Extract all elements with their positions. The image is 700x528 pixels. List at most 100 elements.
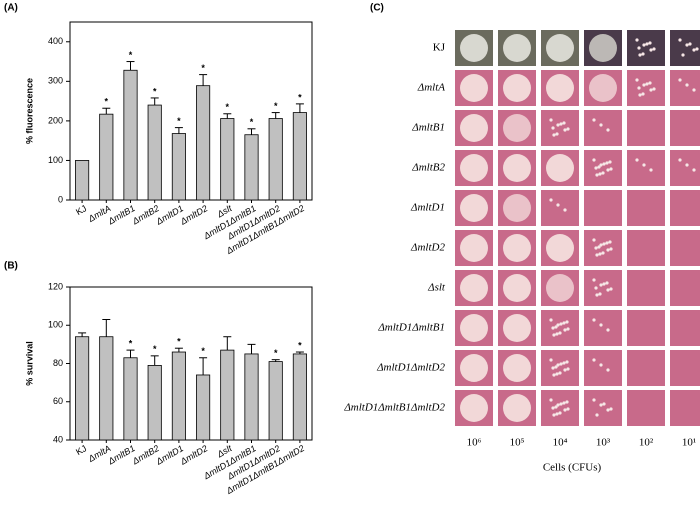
significance-mark: * [153, 344, 157, 354]
colony [556, 203, 560, 207]
colony [565, 320, 569, 324]
colony [635, 158, 639, 162]
bar [123, 357, 138, 441]
panel-label: (B) [4, 261, 18, 272]
colony [599, 403, 603, 407]
plate-tile [541, 310, 579, 346]
colony [563, 128, 567, 132]
plate-tile [584, 270, 622, 306]
colony [678, 38, 682, 42]
colony [563, 368, 567, 372]
error-bar [126, 349, 135, 358]
colony [609, 287, 613, 291]
colony [642, 83, 646, 87]
colony [554, 365, 558, 369]
colony-spot [503, 154, 531, 182]
plate-tile [627, 70, 665, 106]
plate-tile [541, 350, 579, 386]
colony [563, 328, 567, 332]
colony [563, 208, 567, 212]
colony [556, 363, 560, 367]
bar [220, 118, 235, 201]
colony [566, 367, 570, 371]
error-bar [126, 61, 135, 71]
colony [598, 172, 602, 176]
colony [559, 322, 563, 326]
plate-tile [584, 150, 622, 186]
significance-mark: * [201, 63, 205, 73]
x-tick-label: ΔmltD1 [154, 443, 185, 467]
plate-tile [584, 230, 622, 266]
colony-spot [503, 314, 531, 342]
column-label: 10⁶ [467, 437, 482, 449]
y-tick-label: 0 [58, 194, 63, 204]
colony [559, 122, 563, 126]
row-label: KJ [433, 42, 446, 54]
y-tick-label: 40 [53, 434, 63, 444]
colony [606, 288, 610, 292]
colony-spot [460, 34, 488, 62]
plate-tile [670, 310, 700, 346]
bar [75, 160, 90, 201]
colony [552, 413, 556, 417]
colony [551, 326, 555, 330]
column-label: 10¹ [682, 437, 696, 449]
colony [605, 241, 609, 245]
colony [602, 282, 606, 286]
colony [606, 168, 610, 172]
colony [598, 252, 602, 256]
plate-tile [670, 30, 700, 66]
colony [601, 171, 605, 175]
significance-mark: * [105, 97, 109, 107]
colony-spot [546, 234, 574, 262]
colony [652, 47, 656, 51]
row-label: ΔmltD1ΔmltB1 [377, 322, 445, 334]
error-bar [174, 347, 183, 353]
colony [549, 318, 553, 322]
colony [549, 118, 553, 122]
colony [648, 81, 652, 85]
colony [595, 173, 599, 177]
significance-mark: * [298, 92, 302, 102]
colony [566, 127, 570, 131]
y-tick-label: 60 [53, 396, 63, 406]
colony [558, 411, 562, 415]
x-tick-label: ΔmltB1 [106, 443, 137, 467]
bar [99, 113, 114, 201]
error-bar [271, 112, 280, 119]
colony [692, 88, 696, 92]
column-label: 10⁴ [553, 437, 568, 449]
colony-spot [460, 274, 488, 302]
colony [558, 371, 562, 375]
colony [592, 278, 596, 282]
colony [599, 243, 603, 247]
colony [599, 283, 603, 287]
plate-tile [670, 150, 700, 186]
colony [648, 41, 652, 45]
colony [602, 402, 606, 406]
significance-mark: * [250, 117, 254, 127]
significance-mark: * [129, 50, 133, 60]
error-bar [271, 359, 280, 362]
column-label: 10⁵ [510, 437, 525, 449]
colony [599, 323, 603, 327]
colony [635, 38, 639, 42]
colony-spot [546, 74, 574, 102]
colony-spot [503, 34, 531, 62]
significance-mark: * [226, 102, 230, 112]
colony [559, 362, 563, 366]
bar [292, 112, 307, 201]
bar [147, 365, 162, 441]
colony [595, 253, 599, 257]
row-label: ΔmltD2 [410, 242, 445, 254]
colony [594, 166, 598, 170]
colony [556, 403, 560, 407]
row-label: ΔmltB1 [411, 122, 445, 134]
colony [641, 52, 645, 56]
colony [566, 327, 570, 331]
colony [635, 78, 639, 82]
y-tick-label: 80 [53, 358, 63, 368]
bar [268, 118, 283, 201]
bar [244, 353, 259, 441]
